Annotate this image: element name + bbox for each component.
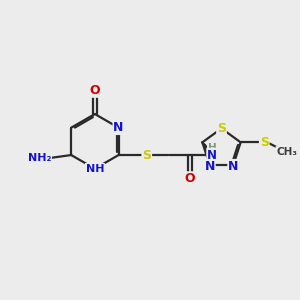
- Text: N: N: [205, 160, 215, 173]
- Text: S: S: [260, 136, 269, 149]
- Text: O: O: [90, 84, 100, 97]
- Text: S: S: [217, 122, 226, 135]
- Text: S: S: [142, 148, 151, 161]
- Text: H: H: [208, 143, 217, 153]
- Text: N: N: [113, 121, 124, 134]
- Text: NH₂: NH₂: [28, 153, 51, 163]
- Text: O: O: [184, 172, 195, 185]
- Text: N: N: [207, 148, 217, 161]
- Text: CH₃: CH₃: [276, 147, 297, 157]
- Text: NH: NH: [85, 164, 104, 174]
- Text: N: N: [228, 160, 239, 173]
